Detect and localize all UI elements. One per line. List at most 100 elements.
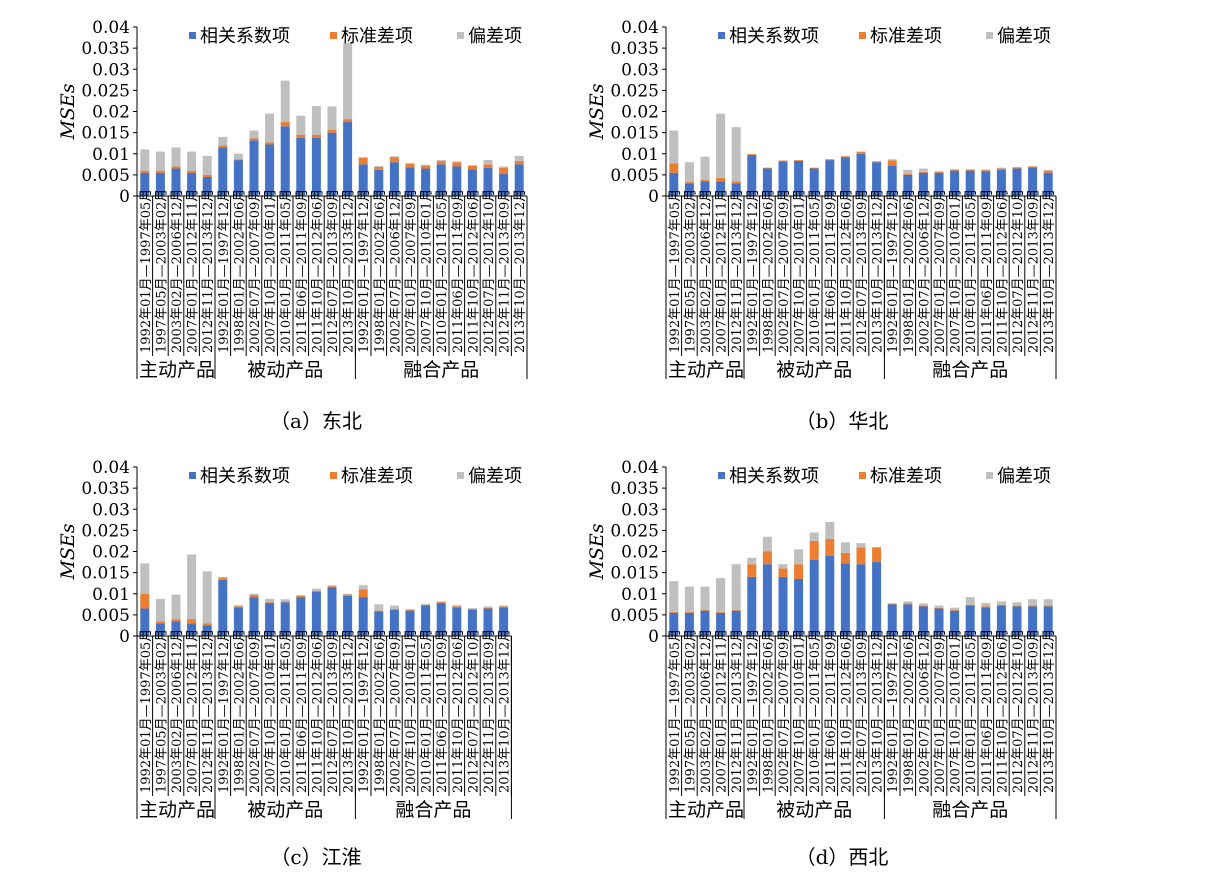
group-label: 被动产品 bbox=[776, 359, 852, 381]
x-tick-label: 1998年01月—2002年06月 bbox=[373, 189, 388, 353]
bar-bias bbox=[327, 585, 337, 587]
bar-corr bbox=[872, 162, 882, 196]
y-tick-label: 0.04 bbox=[621, 18, 659, 38]
x-tick-label: 2013年10月—2013年12月 bbox=[1042, 629, 1057, 793]
legend-label: 偏差项 bbox=[468, 466, 522, 487]
bar-std bbox=[747, 564, 757, 577]
bar-bias bbox=[1012, 602, 1022, 606]
bar-corr bbox=[343, 122, 353, 196]
bar-bias bbox=[700, 156, 710, 180]
bar-corr bbox=[467, 169, 477, 196]
bar-bias bbox=[389, 156, 399, 158]
bar-bias bbox=[265, 598, 275, 603]
x-tick-label: 1998年01月—2002年06月 bbox=[761, 629, 776, 793]
bar-bias bbox=[887, 159, 897, 161]
bar-corr bbox=[358, 164, 368, 196]
x-tick-label: 2002年07月—2007年09月 bbox=[388, 629, 403, 793]
bar-bias bbox=[202, 155, 212, 175]
x-tick-label: 2007年10月—2010年01月 bbox=[793, 189, 808, 353]
bar-bias bbox=[731, 564, 741, 610]
y-tick-label: 0.005 bbox=[610, 606, 659, 626]
bar-bias bbox=[918, 603, 928, 606]
y-tick-label: 0.03 bbox=[92, 60, 130, 80]
bar-std bbox=[452, 606, 462, 608]
y-tick-label: 0 bbox=[648, 187, 659, 207]
bar-std bbox=[436, 602, 446, 604]
bar-bias bbox=[140, 563, 150, 594]
bar-bias bbox=[794, 549, 804, 565]
bar-corr bbox=[684, 183, 694, 196]
y-tick-label: 0.01 bbox=[92, 145, 130, 165]
x-tick-label: 2010年01月—2011年05月 bbox=[808, 189, 823, 353]
bar-corr bbox=[140, 172, 150, 196]
bar-std bbox=[809, 540, 819, 560]
bar-corr bbox=[452, 166, 462, 196]
bar-bias bbox=[1043, 169, 1053, 171]
bar-std bbox=[716, 177, 726, 182]
bar-std bbox=[934, 607, 944, 609]
bar-bias bbox=[327, 106, 337, 130]
bar-std bbox=[950, 609, 960, 611]
bar-std bbox=[934, 171, 944, 173]
bar-std bbox=[187, 619, 197, 624]
x-tick-label: 2010年01月—2011年05月 bbox=[808, 629, 823, 793]
bar-std bbox=[171, 166, 181, 169]
x-tick-label: 2002年07月—2007年09月 bbox=[248, 189, 263, 353]
x-tick-label: 2007年10月—2010年01月 bbox=[404, 629, 419, 793]
bar-std bbox=[996, 168, 1006, 170]
bar-std bbox=[903, 603, 913, 605]
x-tick-label: 1992年01月—1997年12月 bbox=[886, 189, 901, 353]
bar-corr bbox=[374, 169, 384, 196]
x-tick-label: 2010年01月—2011年05月 bbox=[435, 189, 450, 353]
bar-corr bbox=[856, 564, 866, 636]
bar-bias bbox=[996, 167, 1006, 169]
bar-corr bbox=[436, 603, 446, 636]
bar-bias bbox=[778, 564, 788, 569]
x-tick-label: 1997年05月—2003年02月 bbox=[683, 189, 698, 353]
x-tick-label: 2012年07月—2013年09月 bbox=[326, 189, 341, 353]
y-tick-label: 0.015 bbox=[81, 124, 130, 144]
legend-swatch bbox=[457, 32, 464, 39]
bar-std bbox=[265, 142, 275, 145]
y-tick-label: 0.025 bbox=[610, 521, 659, 541]
bar-corr bbox=[981, 171, 991, 196]
bar-std bbox=[778, 160, 788, 162]
y-tick-label: 0.03 bbox=[92, 500, 130, 520]
legend-swatch bbox=[457, 472, 464, 479]
bar-bias bbox=[296, 595, 306, 596]
bar-corr bbox=[140, 608, 150, 636]
bar-bias bbox=[950, 607, 960, 610]
x-tick-label: 2002年07月—2006年12月 bbox=[388, 189, 403, 353]
bar-std bbox=[405, 609, 415, 611]
bar-std bbox=[918, 171, 928, 173]
x-tick-label: 2012年11月—2013年12月 bbox=[730, 629, 745, 793]
bar-corr bbox=[1012, 168, 1022, 196]
x-tick-label: 2013年10月—2013年12月 bbox=[1042, 189, 1057, 353]
bar-bias bbox=[155, 151, 165, 171]
x-tick-label: 2012年11月—2013年12月 bbox=[201, 629, 216, 793]
x-tick-label: 2012年11月—2013年09月 bbox=[498, 189, 513, 353]
x-tick-label: 2002年07月—2006年12月 bbox=[917, 189, 932, 353]
x-tick-label: 2011年06月—2011年09月 bbox=[824, 629, 839, 793]
bar-corr bbox=[747, 576, 757, 636]
bar-std bbox=[202, 174, 212, 177]
x-tick-label: 2010年01月—2011年05月 bbox=[964, 189, 979, 353]
y-tick-label: 0.02 bbox=[621, 103, 659, 123]
x-tick-label: 1992年01月—1997年12月 bbox=[357, 629, 372, 793]
bar-bias bbox=[981, 169, 991, 171]
bar-std bbox=[327, 586, 337, 588]
x-tick-label: 1992年01月—1997年05月 bbox=[668, 629, 683, 793]
x-tick-label: 2007年01月—2007年09月 bbox=[933, 629, 948, 793]
bar-corr bbox=[483, 167, 493, 196]
x-tick-label: 2011年06月—2011年09月 bbox=[980, 189, 995, 353]
bar-std bbox=[499, 606, 509, 608]
legend-swatch bbox=[859, 32, 866, 39]
y-tick-label: 0.04 bbox=[92, 458, 130, 478]
bar-corr bbox=[872, 562, 882, 636]
bar-bias bbox=[218, 136, 228, 146]
legend-label: 偏差项 bbox=[997, 26, 1051, 47]
bar-std bbox=[794, 564, 804, 579]
y-tick-label: 0.02 bbox=[92, 543, 130, 563]
